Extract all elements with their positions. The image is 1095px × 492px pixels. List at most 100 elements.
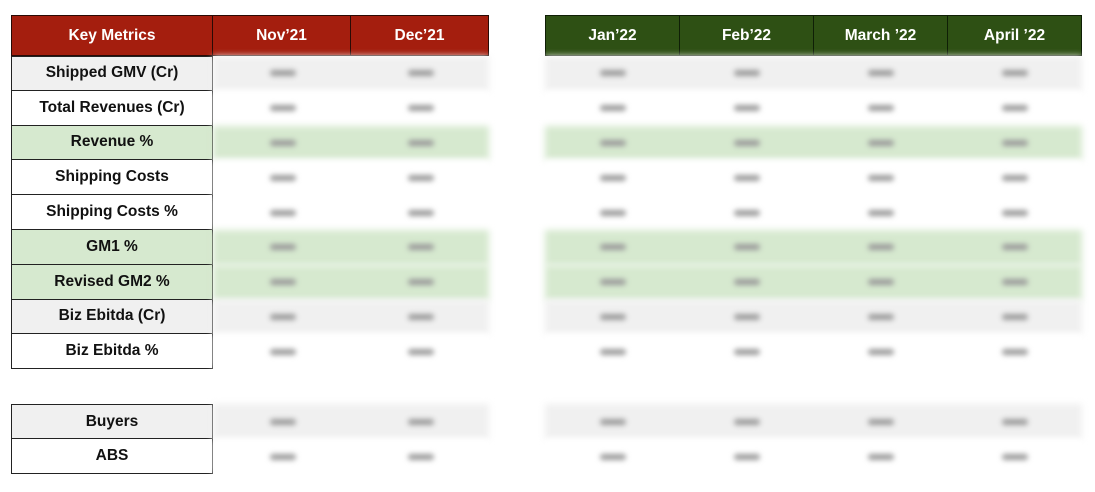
row-label: Biz Ebitda % [11, 334, 213, 370]
redacted-value [545, 439, 680, 474]
redacted-value [679, 230, 814, 265]
redacted-value [679, 195, 814, 230]
redacted-value [351, 195, 490, 230]
redacted-values-left [213, 404, 489, 439]
row-label: GM1 % [11, 230, 213, 265]
redacted-values-right [545, 195, 1082, 230]
redacted-value [813, 195, 948, 230]
redacted-value [679, 439, 814, 474]
redacted-values-left [213, 299, 489, 335]
redacted-value [545, 56, 680, 91]
redacted-value [947, 126, 1082, 161]
row-label: Shipping Costs % [11, 195, 213, 230]
redacted-value [947, 195, 1082, 230]
redacted-value [213, 300, 352, 335]
row-label: Shipping Costs [11, 160, 213, 196]
redacted-value [351, 126, 490, 161]
redacted-value [545, 160, 680, 195]
redacted-value [213, 439, 352, 474]
redacted-value [813, 404, 948, 439]
redacted-value [545, 230, 680, 265]
header-month-nov21: Nov’21 [212, 15, 351, 56]
redacted-values-right [545, 90, 1082, 126]
redacted-value [545, 404, 680, 439]
row-label: Shipped GMV (Cr) [11, 56, 213, 91]
redacted-values-right [545, 264, 1082, 300]
redacted-value [679, 265, 814, 300]
row-label: Revenue % [11, 125, 213, 161]
redacted-values-left [213, 56, 489, 91]
redacted-value [813, 230, 948, 265]
redacted-values-right [545, 230, 1082, 265]
redacted-values-left [213, 90, 489, 126]
redacted-value [351, 439, 490, 474]
row-label: Buyers [11, 404, 213, 439]
redacted-value [213, 334, 352, 369]
redacted-value [679, 404, 814, 439]
redacted-value [813, 300, 948, 335]
redacted-value [213, 126, 352, 161]
header-month-mar22: March ’22 [813, 15, 948, 56]
redacted-value [351, 300, 490, 335]
redacted-value [213, 265, 352, 300]
redacted-value [213, 404, 352, 439]
redacted-value [351, 56, 490, 91]
redacted-value [947, 265, 1082, 300]
redacted-value [679, 334, 814, 369]
redacted-value [213, 195, 352, 230]
redacted-value [679, 126, 814, 161]
header-month-feb22: Feb’22 [679, 15, 814, 56]
redacted-value [545, 300, 680, 335]
redacted-value [947, 404, 1082, 439]
redacted-value [545, 334, 680, 369]
row-label: ABS [11, 439, 213, 474]
redacted-value [947, 334, 1082, 369]
redacted-value [813, 56, 948, 91]
redacted-value [813, 160, 948, 195]
redacted-value [213, 160, 352, 195]
redacted-value [545, 91, 680, 126]
redacted-value [213, 91, 352, 126]
redacted-value [947, 56, 1082, 91]
redacted-values-left [213, 125, 489, 161]
header-month-dec21: Dec’21 [350, 15, 489, 56]
redacted-values-right [545, 160, 1082, 196]
redacted-values-left [213, 264, 489, 300]
redacted-value [679, 56, 814, 91]
redacted-values-right [545, 439, 1082, 474]
header-key-metrics: Key Metrics [11, 15, 213, 56]
redacted-value [813, 265, 948, 300]
redacted-value [351, 265, 490, 300]
row-label: Total Revenues (Cr) [11, 90, 213, 126]
redacted-values-right [545, 299, 1082, 335]
redacted-value [947, 91, 1082, 126]
redacted-value [813, 439, 948, 474]
redacted-value [813, 91, 948, 126]
redacted-value [679, 91, 814, 126]
header-month-jan22: Jan’22 [545, 15, 680, 56]
redacted-values-right [545, 404, 1082, 439]
redacted-values-left [213, 334, 489, 370]
redacted-value [947, 439, 1082, 474]
redacted-value [351, 160, 490, 195]
redacted-value [213, 230, 352, 265]
redacted-values-left [213, 195, 489, 230]
redacted-value [679, 300, 814, 335]
redacted-value [947, 160, 1082, 195]
redacted-value [947, 230, 1082, 265]
redacted-value [813, 334, 948, 369]
row-label: Biz Ebitda (Cr) [11, 299, 213, 335]
header-month-apr22: April ’22 [947, 15, 1082, 56]
redacted-value [813, 126, 948, 161]
redacted-values-left [213, 230, 489, 265]
redacted-value [545, 265, 680, 300]
redacted-values-right [545, 125, 1082, 161]
redacted-values-right [545, 334, 1082, 370]
redacted-value [351, 230, 490, 265]
redacted-value [351, 334, 490, 369]
redacted-values-left [213, 439, 489, 474]
redacted-value [545, 126, 680, 161]
redacted-values-left [213, 160, 489, 196]
redacted-value [545, 195, 680, 230]
redacted-values-right [545, 56, 1082, 91]
